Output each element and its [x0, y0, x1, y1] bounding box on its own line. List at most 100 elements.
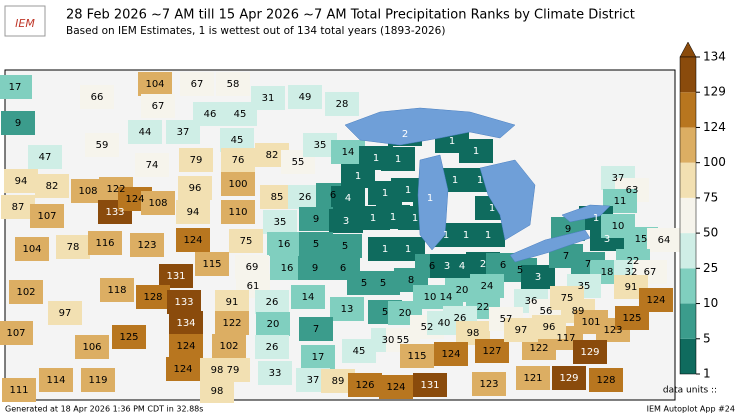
district-label: 6 — [330, 190, 336, 201]
district — [28, 145, 62, 169]
district — [342, 339, 376, 363]
district-label: 131 — [420, 380, 439, 391]
district-label: 9 — [313, 214, 319, 225]
district-label: 5 — [313, 239, 319, 250]
district-label: 1 — [427, 193, 433, 204]
district-label: 63 — [626, 185, 639, 196]
district — [212, 334, 246, 358]
district-label: 35 — [314, 140, 327, 151]
district-label: 14 — [342, 147, 355, 158]
district-label: 64 — [658, 235, 671, 246]
district-label: 52 — [421, 322, 434, 333]
district — [75, 335, 109, 359]
district — [221, 148, 255, 172]
district — [39, 368, 73, 392]
district — [589, 368, 623, 392]
district-label: 1 — [405, 244, 411, 255]
district-label: 5 — [517, 265, 523, 276]
district — [267, 232, 301, 256]
district — [178, 176, 212, 200]
district — [229, 229, 263, 253]
district-label: 110 — [228, 207, 247, 218]
district — [0, 321, 33, 345]
district-label: 127 — [482, 346, 501, 357]
district-label: 37 — [177, 127, 190, 138]
district — [379, 375, 413, 399]
district-cells — [0, 72, 681, 403]
district-label: 66 — [91, 92, 104, 103]
subtitle: Based on IEM Estimates, 1 is wettest out… — [66, 25, 445, 37]
district-label: 1 — [449, 136, 455, 147]
district-label: 124 — [183, 235, 202, 246]
district — [85, 133, 119, 157]
colorbar-tick-label: 1 — [703, 367, 711, 381]
district-label: 124 — [173, 364, 192, 375]
district-label: 30 — [382, 335, 395, 346]
colorbar-segment — [680, 127, 696, 163]
district-label: 1 — [489, 203, 495, 214]
district-label: 31 — [262, 93, 275, 104]
district — [471, 223, 505, 247]
colorbar-tick-label: 25 — [703, 261, 718, 275]
district-label: 100 — [228, 179, 247, 190]
district-label: 96 — [189, 183, 202, 194]
district-label: 47 — [39, 152, 52, 163]
district-label: 3 — [444, 261, 450, 272]
district-label: 1 — [463, 230, 469, 241]
colorbar-segment — [680, 162, 696, 198]
district — [216, 72, 250, 96]
district-label: 75 — [240, 236, 253, 247]
district-label: 101 — [581, 317, 600, 328]
district-label: 122 — [106, 184, 125, 195]
district-label: 91 — [226, 297, 239, 308]
colorbar-segment — [680, 338, 696, 374]
district-label: 1 — [452, 175, 458, 186]
district-label: 124 — [176, 341, 195, 352]
district-label: 26 — [266, 342, 279, 353]
district-label: 20 — [267, 319, 280, 330]
district — [166, 120, 200, 144]
district-label: 1 — [370, 213, 376, 224]
district-label: 37 — [307, 375, 320, 386]
district — [4, 169, 38, 193]
district-label: 4 — [459, 261, 465, 272]
district-label: 129 — [580, 347, 599, 358]
district-label: 1 — [473, 146, 479, 157]
colorbar-segment — [680, 303, 696, 339]
district-label: 111 — [9, 385, 28, 396]
district-label: 123 — [479, 379, 498, 390]
logo-box — [4, 5, 46, 37]
colorbar: 1 5 10 25 50 75 100 124 129 134 — [679, 41, 726, 381]
district-label: 14 — [302, 292, 315, 303]
district-label: 24 — [481, 281, 494, 292]
district — [35, 174, 69, 198]
district — [475, 339, 509, 363]
district — [30, 204, 64, 228]
district-label: 96 — [543, 322, 556, 333]
district — [516, 366, 550, 390]
district — [552, 366, 586, 390]
district — [532, 315, 566, 339]
district-label: 26 — [454, 313, 467, 324]
district-label: 102 — [16, 287, 35, 298]
district-label: 123 — [137, 240, 156, 251]
district-label: 1 — [412, 213, 418, 224]
district-label: 16 — [278, 239, 291, 250]
district-label: 45 — [353, 346, 366, 357]
district — [176, 200, 210, 224]
district — [615, 306, 649, 330]
district-label: 1 — [405, 185, 411, 196]
district — [328, 234, 362, 258]
district-label: 1 — [390, 212, 396, 223]
district-label: 67 — [152, 101, 165, 112]
district-label: 75 — [561, 293, 574, 304]
great-lakes — [344, 107, 611, 263]
district — [141, 191, 175, 215]
district-label: 79 — [190, 155, 203, 166]
district — [221, 172, 255, 196]
colorbar-tick-label: 10 — [703, 296, 718, 310]
district-label: 44 — [139, 127, 152, 138]
district-label: 35 — [578, 281, 591, 292]
district — [112, 325, 146, 349]
